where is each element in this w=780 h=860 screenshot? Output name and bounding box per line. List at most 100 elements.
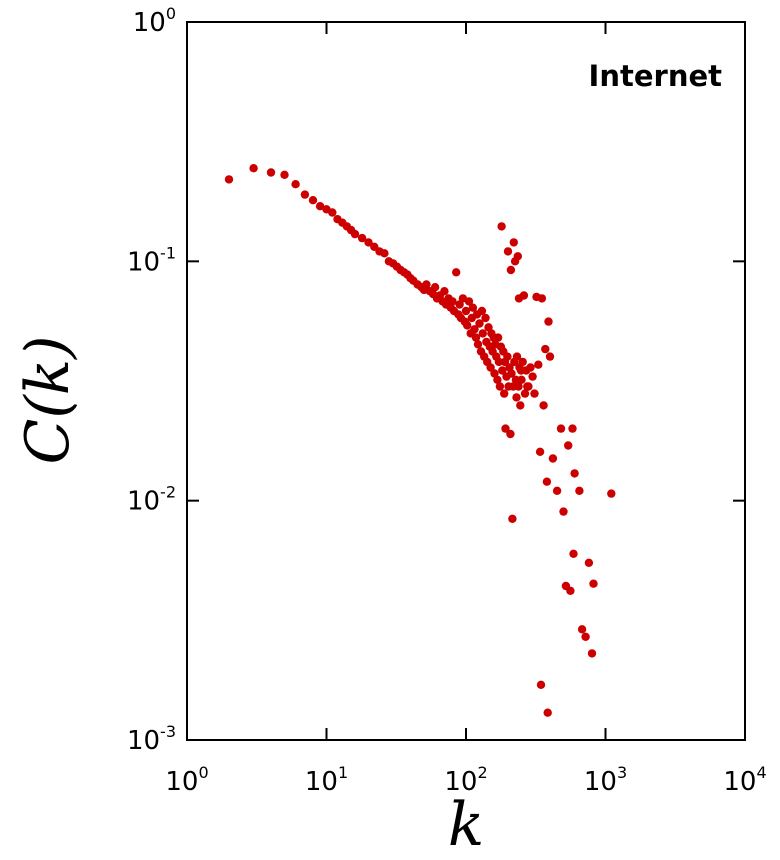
data-point [519, 291, 529, 300]
data-point [518, 357, 527, 367]
data-point [224, 175, 234, 184]
data-point [568, 424, 577, 433]
data-point [535, 447, 545, 456]
x-tick-label-base: 10 [723, 767, 756, 797]
data-point [490, 369, 499, 378]
y-tick-label-base: 10 [133, 8, 166, 38]
data-point [495, 382, 505, 391]
x-axis-label: k [448, 790, 484, 860]
data-point [513, 252, 522, 261]
y-axis-label: C(k) [13, 335, 83, 464]
data-point [470, 325, 479, 334]
y-tick-label: 10-1 [127, 243, 176, 277]
data-point [539, 401, 548, 410]
x-tick-label-base: 10 [165, 767, 198, 797]
data-point [506, 265, 516, 275]
x-tick-label-base: 10 [584, 767, 617, 797]
data-point [587, 649, 597, 658]
data-point [430, 283, 440, 292]
data-point [512, 352, 522, 361]
data-point [328, 208, 337, 217]
data-point [534, 360, 543, 369]
data-point [280, 170, 289, 179]
data-point [507, 369, 516, 378]
data-point [315, 202, 325, 211]
data-point [478, 329, 487, 338]
y-tick-label-exp: 0 [166, 4, 176, 23]
x-tick-label: 103 [584, 763, 627, 797]
data-point [512, 393, 521, 402]
data-point [249, 164, 258, 173]
x-tick-label-base: 10 [305, 767, 338, 797]
data-point [566, 586, 575, 595]
chart-annotation: Internet [589, 59, 723, 93]
data-point [475, 319, 484, 328]
data-point [536, 680, 546, 689]
data-point [468, 303, 478, 312]
x-tick-label-exp: 1 [338, 763, 348, 782]
x-tick-label: 102 [444, 763, 487, 797]
data-point [559, 507, 568, 516]
data-point [517, 375, 526, 384]
data-point [300, 190, 310, 199]
x-tick-label-exp: 4 [756, 763, 766, 782]
data-point [552, 486, 562, 495]
data-point [508, 514, 517, 523]
data-point [266, 168, 276, 177]
y-tick-label-exp: -2 [160, 483, 176, 502]
data-point [494, 357, 504, 367]
data-point [548, 454, 558, 463]
data-point [498, 366, 507, 375]
data-point [526, 363, 535, 372]
data-point [473, 340, 483, 349]
data-point [524, 382, 533, 391]
y-tick-label: 10-2 [127, 483, 176, 517]
x-tick-label-exp: 3 [617, 763, 627, 782]
y-tick-label-base: 10 [127, 726, 160, 756]
x-tick-label: 101 [305, 763, 348, 797]
data-point [542, 477, 552, 486]
data-point [607, 489, 616, 498]
data-point [497, 222, 506, 231]
data-point [516, 401, 525, 410]
data-point [350, 229, 360, 239]
data-point [501, 424, 510, 433]
data-point [569, 549, 578, 558]
data-point [481, 313, 490, 323]
data-point [464, 297, 474, 306]
data-point [440, 287, 449, 296]
data-points [224, 164, 616, 717]
axis-ticks [186, 21, 746, 741]
x-tick-label-base: 10 [444, 767, 477, 797]
data-point [308, 196, 318, 205]
x-tick-label: 100 [165, 763, 208, 797]
data-point [543, 708, 552, 717]
data-point [291, 180, 300, 189]
data-point [471, 333, 481, 342]
data-point [477, 306, 487, 316]
data-point [503, 352, 512, 361]
plot-frame [186, 21, 746, 741]
data-point [528, 372, 537, 381]
x-tick-label: 104 [723, 763, 766, 797]
data-point [570, 469, 579, 478]
data-point [380, 249, 389, 258]
data-point [530, 389, 539, 398]
data-point [520, 389, 530, 398]
y-tick-label-base: 10 [127, 487, 160, 517]
data-point [564, 441, 573, 450]
data-point [544, 317, 553, 326]
data-point [581, 632, 590, 641]
data-point [493, 375, 502, 384]
data-point [493, 333, 503, 342]
y-tick-label-base: 10 [127, 247, 160, 277]
data-point [514, 382, 523, 391]
data-point [509, 238, 518, 247]
data-point [556, 424, 566, 433]
y-tick-label-exp: -1 [160, 243, 176, 262]
data-point [463, 321, 472, 330]
x-tick-label-exp: 0 [198, 763, 208, 782]
data-point [577, 625, 587, 634]
